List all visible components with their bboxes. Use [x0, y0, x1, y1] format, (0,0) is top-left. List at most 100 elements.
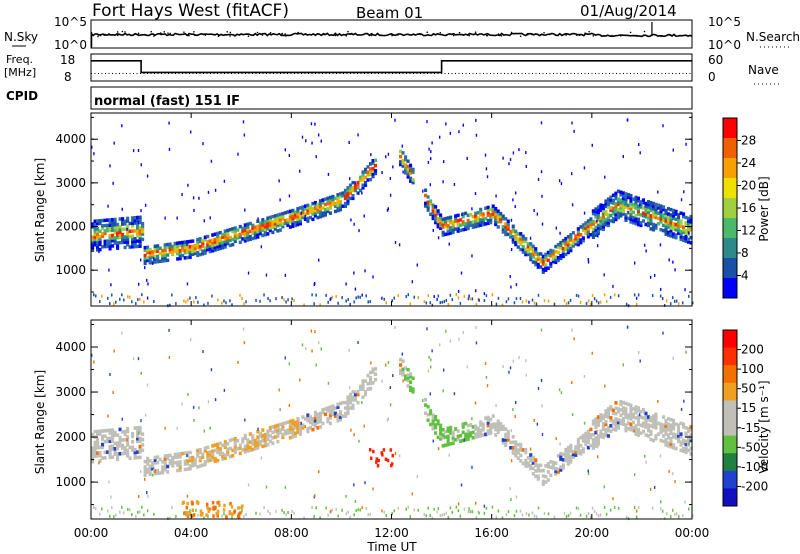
- velocity-cell: [569, 454, 573, 459]
- power-cell: [556, 255, 560, 260]
- velocity-cell: [644, 422, 648, 427]
- velocity-cell: [469, 423, 473, 427]
- power-cell: [494, 209, 498, 214]
- velocity-cell: [514, 414, 516, 418]
- velocity-cell: [336, 413, 340, 418]
- velocity-cell: [268, 434, 272, 438]
- power-cell: [426, 203, 430, 207]
- velocity-cell: [375, 460, 378, 464]
- velocity-cell: [533, 419, 535, 423]
- power-cell: [511, 229, 515, 234]
- velocity-cell: [604, 384, 606, 388]
- velocity-cell: [320, 347, 322, 351]
- power-cell: [486, 218, 490, 223]
- velocity-cell: [611, 411, 615, 415]
- power-cell: [313, 200, 317, 205]
- power-cell: [338, 192, 343, 196]
- power-cell: [586, 219, 590, 223]
- velocity-cell: [429, 365, 432, 369]
- velocity-cell: [255, 511, 257, 515]
- power-cell: [566, 242, 570, 247]
- velocity-cell: [504, 443, 508, 448]
- velocity-cell: [614, 406, 618, 411]
- velocity-cell: [93, 448, 97, 453]
- power-cell: [651, 214, 656, 219]
- velocity-cell: [238, 451, 242, 456]
- power-cell: [549, 254, 553, 258]
- power-cell: [576, 240, 580, 244]
- power-cell: [564, 239, 568, 244]
- power-cell: [466, 213, 470, 218]
- power-cell: [176, 244, 180, 248]
- power-cell: [366, 165, 370, 169]
- velocity-cell: [318, 419, 322, 424]
- power-cell: [156, 254, 160, 259]
- power-cell: [299, 169, 301, 173]
- velocity-cell: [668, 469, 670, 473]
- power-cell: [381, 171, 383, 175]
- velocity-cell: [251, 436, 255, 441]
- power-cell: [634, 221, 638, 226]
- power-cell: [514, 237, 518, 242]
- velocity-cell: [338, 409, 343, 414]
- velocity-cell: [447, 515, 450, 519]
- power-cell: [209, 216, 211, 220]
- power-cell: [163, 251, 167, 255]
- power-cell: [424, 201, 428, 206]
- power-cell: [304, 214, 306, 218]
- velocity-cell: [176, 452, 180, 457]
- power-cell: [126, 240, 130, 244]
- velocity-cell: [191, 461, 195, 465]
- power-cell: [203, 235, 207, 240]
- power-cell: [489, 218, 493, 222]
- power-cell: [218, 241, 222, 245]
- velocity-cell: [554, 472, 558, 476]
- velocity-cell: [111, 455, 115, 459]
- power-cell: [596, 213, 600, 217]
- velocity-cell: [661, 423, 666, 427]
- velocity-cell: [621, 408, 625, 413]
- velocity-cell: [599, 429, 603, 434]
- power-cell: [153, 260, 157, 264]
- power-cell: [354, 287, 357, 291]
- power-cell: [566, 248, 570, 252]
- power-cell: [433, 295, 435, 299]
- velocity-cell: [308, 417, 312, 422]
- velocity-cell: [333, 411, 338, 416]
- power-cell: [131, 224, 135, 228]
- power-cell: [431, 216, 435, 221]
- power-cell: [577, 294, 580, 298]
- power-cell: [451, 225, 455, 229]
- nsky-point: [193, 31, 195, 33]
- power-cell: [551, 259, 555, 264]
- velocity-cell: [404, 377, 408, 381]
- power-cell: [531, 255, 535, 259]
- power-cell: [634, 195, 638, 200]
- power-cell: [489, 207, 493, 212]
- power-cell: [489, 215, 493, 220]
- velocity-cell: [153, 468, 155, 472]
- velocity-cell: [221, 451, 225, 456]
- velocity-cell: [115, 513, 117, 517]
- power-cell: [310, 122, 313, 126]
- power-cell: [541, 259, 545, 264]
- power-cell: [629, 209, 633, 214]
- velocity-cell: [364, 481, 366, 485]
- power-cell: [93, 240, 97, 244]
- velocity-cell: [226, 450, 230, 454]
- power-cell: [560, 182, 563, 186]
- power-cell: [604, 209, 608, 214]
- velocity-cell: [529, 463, 533, 468]
- power-cell: [499, 219, 503, 224]
- velocity-cell: [479, 428, 483, 433]
- power-cell: [634, 206, 638, 210]
- velocity-cell: [111, 433, 115, 438]
- velocity-cell: [662, 331, 664, 335]
- velocity-cell: [131, 445, 135, 450]
- nsky-point: [445, 34, 448, 37]
- power-cell: [581, 228, 585, 232]
- power-cell: [137, 221, 140, 225]
- velocity-cell: [521, 513, 524, 517]
- power-cell: [464, 224, 468, 229]
- velocity-cell: [475, 341, 478, 345]
